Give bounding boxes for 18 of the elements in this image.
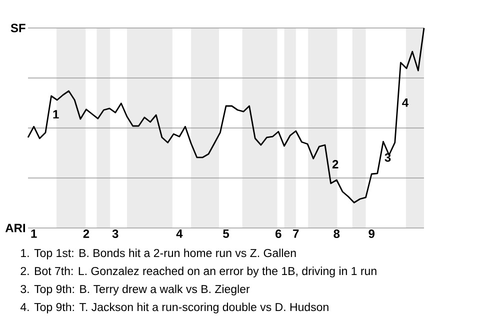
annotation: 2 — [332, 160, 338, 168]
text: 4. Top 9th: T. Jackson hit a run-scoring double vs D. Hudson — [20, 302, 328, 314]
ref-line-label: SF — [10, 24, 26, 32]
text: 3. Top 9th: B. Terry drew a walk vs B. Ziegler — [20, 284, 250, 296]
x-tick-label: 8 — [334, 230, 340, 238]
x-tick-label: 7 — [293, 230, 299, 238]
text: 1. Top 1st: B. Bonds hit a 2-run home run vs Z. Gallen — [21, 248, 296, 260]
x-tick-label: 6 — [276, 230, 282, 238]
text: 2. Bot 7th: L. Gonzalez reached on an error by the 1B, driving in 1 run — [20, 266, 376, 278]
x-tick-label: 9 — [368, 230, 374, 238]
x-tick-label: 2 — [83, 230, 90, 238]
annotation: 1 — [53, 110, 59, 118]
x-tick-label: 5 — [223, 230, 230, 238]
x-tick-label: 4 — [176, 230, 183, 238]
x-tick-label: 3 — [112, 230, 118, 238]
annotation: 4 — [402, 98, 409, 107]
ref-line-label: ARI — [5, 224, 25, 232]
x-tick-label: 1 — [31, 230, 37, 238]
